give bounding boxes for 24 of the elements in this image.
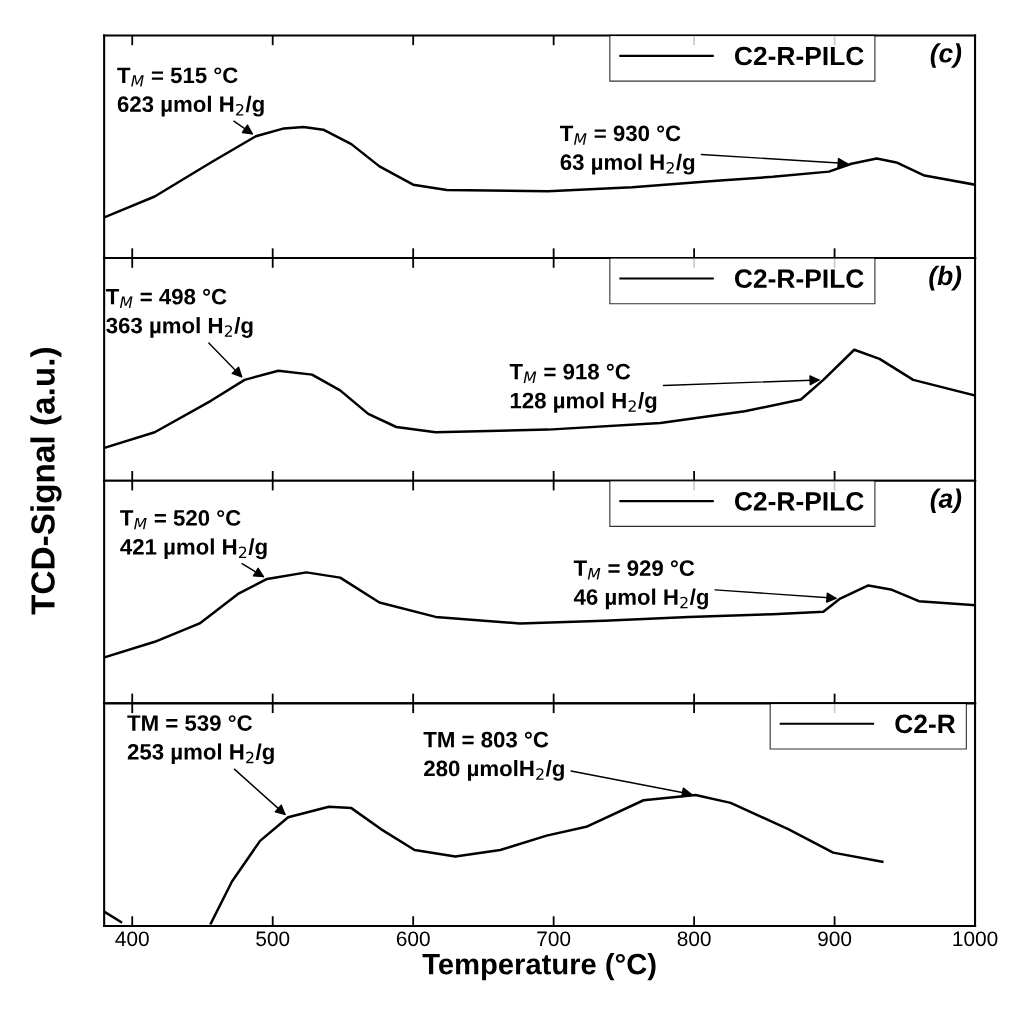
x-tick-label: 400 (115, 931, 149, 947)
annotation: TM = 539 °C 253 µmol H$_{2}$/g (127, 715, 274, 765)
x-tick-label: 1000 (953, 931, 998, 947)
x-tick-label: 500 (256, 931, 290, 947)
y-axis-title: TCD-Signal (a.u.) (30, 348, 62, 615)
annotation: T$_{M}$ = 498 °C 363 µmol H$_{2}$/g (105, 288, 253, 338)
x-tick-label: 800 (677, 931, 711, 947)
chart-title: (c) (930, 43, 962, 68)
annotation: T$_{M}$ = 918 °C 128 µmol H$_{2}$/g (509, 363, 657, 413)
annotation: T$_{M}$ = 930 °C 63 µmol H$_{2}$/g (560, 125, 695, 175)
legend-label: C2-R-PILC (734, 491, 864, 511)
legend-label: C2-R-PILC (734, 269, 864, 288)
x-tick-label: 600 (396, 931, 430, 947)
x-axis-title: Temperature (°C) (422, 953, 656, 981)
legend-label: C2-R (895, 714, 956, 734)
chart-title: (b) (929, 265, 962, 291)
legend-label: C2-R-PILC (734, 46, 864, 66)
x-tick-label: 700 (537, 931, 571, 947)
annotation: TM = 803 °C 280 µmolH$_{2}$/g (423, 731, 564, 781)
x-tick-label: 900 (818, 931, 852, 947)
annotation: T$_{M}$ = 515 °C 623 µmol H$_{2}$/g (117, 67, 264, 117)
annotation: T$_{M}$ = 520 °C 421 µmol H$_{2}$/g (120, 510, 267, 560)
annotation: T$_{M}$ = 929 °C 46 µmol H$_{2}$/g (573, 560, 708, 610)
chart-title: (a) (930, 488, 962, 514)
